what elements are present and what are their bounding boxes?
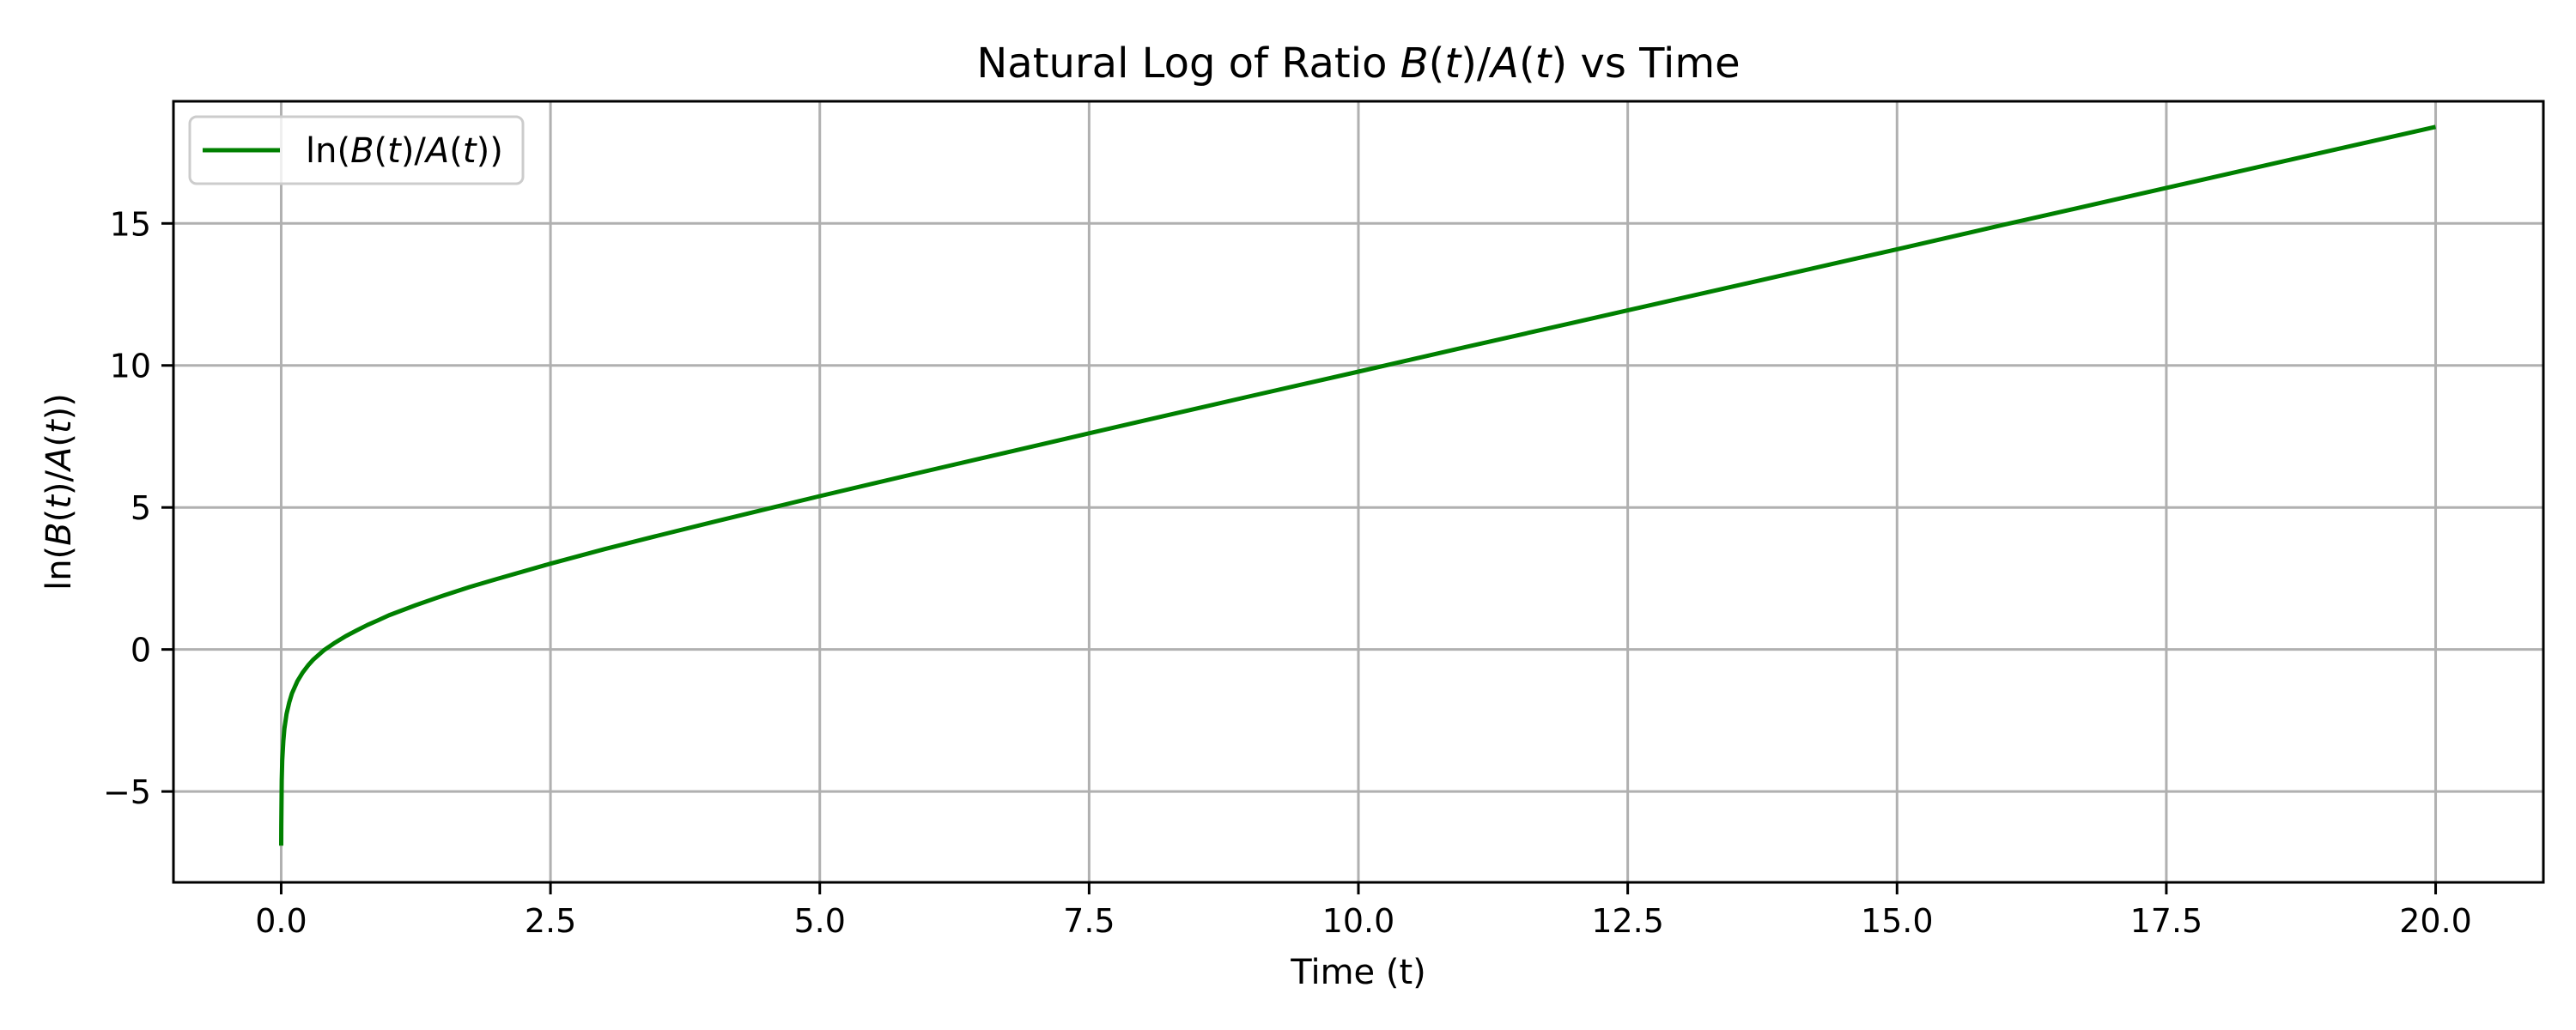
- text-segment: B: [350, 131, 374, 171]
- x-tick-label: 20.0: [2399, 902, 2472, 940]
- text-segment: t: [1535, 39, 1553, 88]
- legend-box: [188, 115, 525, 185]
- x-tick-label: 7.5: [1063, 902, 1115, 940]
- x-tick-label: 5.0: [794, 902, 846, 940]
- text-segment: )/: [39, 470, 79, 495]
- y-tick-label: 15: [110, 205, 151, 243]
- legend: ln(B(t)/A(t)): [188, 115, 525, 185]
- text-segment: (: [39, 509, 79, 523]
- text-segment: )/: [1461, 39, 1492, 88]
- y-tick-label: 10: [110, 348, 151, 385]
- text-segment: (: [1429, 39, 1445, 88]
- text-segment: B: [1400, 39, 1429, 88]
- axis-ticks: 0.0 2.5 5.0 7.5 10.0 12.5 15.0 17.5 20.0 −5 0 5 10 15: [103, 205, 2472, 940]
- x-tick-label: 17.5: [2130, 902, 2203, 940]
- y-tick-label: 0: [131, 632, 151, 670]
- y-tick-label: 5: [131, 489, 151, 527]
- x-tick-label: 12.5: [1591, 902, 1664, 940]
- grid-lines: [173, 101, 2543, 882]
- legend-entry-label: ln(B(t)/A(t)): [306, 131, 503, 171]
- x-tick-label: 10.0: [1322, 902, 1395, 940]
- text-segment: )): [39, 393, 79, 420]
- text-segment: A: [39, 447, 79, 473]
- text-segment: )/: [401, 131, 427, 171]
- y-axis-label: ln(B(t)/A(t)): [39, 393, 79, 591]
- x-axis-label: Time (t): [1290, 953, 1426, 992]
- text-segment: ln(: [306, 131, 350, 171]
- text-segment: t: [387, 131, 402, 171]
- x-tick-label: 0.0: [255, 902, 307, 940]
- text-segment: A: [423, 131, 449, 171]
- text-segment: )): [477, 131, 503, 171]
- text-segment: t: [39, 494, 79, 509]
- text-segment: (: [449, 131, 463, 171]
- x-tick-label: 15.0: [1861, 902, 1934, 940]
- series-lines: [279, 124, 2437, 846]
- y-tick-label: −5: [103, 773, 151, 811]
- text-segment: Natural Log of Ratio: [976, 39, 1400, 88]
- text-segment: t: [1444, 39, 1462, 88]
- series-line: [279, 124, 2437, 846]
- text-segment: t: [39, 419, 79, 433]
- text-segment: (: [1519, 39, 1535, 88]
- text-segment: A: [1488, 39, 1519, 88]
- text-segment: (: [39, 433, 79, 447]
- text-segment: B: [39, 522, 79, 545]
- text-segment: ) vs Time: [1552, 39, 1741, 88]
- chart-title: Natural Log of Ratio B(t)/A(t) vs Time: [976, 39, 1740, 88]
- text-segment: t: [463, 131, 477, 171]
- text-segment: ln(: [39, 546, 79, 591]
- text-segment: (: [374, 131, 388, 171]
- x-tick-label: 2.5: [525, 902, 576, 940]
